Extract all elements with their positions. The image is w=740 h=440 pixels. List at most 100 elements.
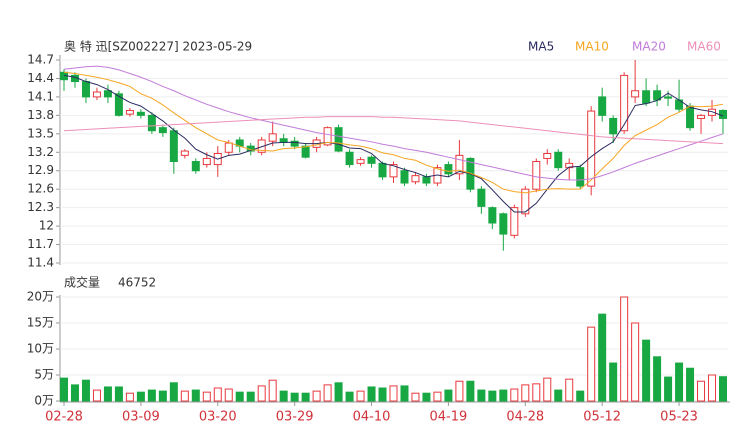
volume-bar: [70, 384, 79, 402]
y-tick-label: 14.4: [27, 71, 54, 85]
volume-bar: [268, 379, 277, 402]
y-tick-label: 12.6: [27, 182, 54, 196]
candle-body: [587, 110, 596, 187]
candle-body: [477, 188, 486, 207]
volume-title: 成交量: [64, 275, 100, 290]
candle-body: [422, 176, 431, 184]
candle-body: [686, 105, 695, 129]
volume-bar: [103, 386, 112, 402]
volume-bar: [136, 391, 145, 402]
legend-label: MA20: [632, 40, 666, 54]
x-tick-label: 04-10: [353, 410, 391, 425]
x-tick-label: 02-28: [45, 410, 83, 425]
volume-latest: 46752: [118, 276, 156, 290]
y-tick-label: 14.1: [27, 89, 54, 103]
volume-bar: [180, 390, 189, 402]
volume-bar: [367, 386, 376, 402]
candle-body: [268, 133, 277, 142]
candle-body: [631, 90, 640, 98]
volume-bar: [510, 388, 519, 402]
candle-body: [378, 162, 387, 178]
volume-bar: [664, 376, 673, 402]
volume-bar: [345, 391, 354, 402]
volume-bar: [653, 356, 662, 402]
volume-bar: [499, 389, 508, 402]
ma-line: [63, 74, 724, 213]
volume-bar: [191, 389, 200, 402]
volume-bar: [411, 392, 420, 402]
volume-bar: [279, 390, 288, 402]
ma-line: [63, 116, 724, 145]
volume-bar: [312, 390, 321, 402]
candle-body: [389, 164, 398, 178]
candle-body: [719, 109, 727, 119]
volume-bar: [169, 382, 178, 402]
volume-bar: [235, 391, 244, 402]
candle-body: [664, 96, 673, 99]
volume-bar: [708, 374, 717, 402]
legend-label: MA60: [687, 40, 721, 54]
candle-body: [202, 157, 211, 166]
y-tick-label: 15万: [27, 316, 54, 330]
candle-body: [400, 170, 409, 184]
candle-body: [620, 74, 629, 132]
candle-body: [290, 140, 299, 147]
ma-line: [63, 65, 724, 181]
volume-bar: [521, 384, 530, 402]
volume-bar: [378, 387, 387, 402]
volume-bar: [81, 379, 90, 402]
candle-body: [444, 164, 453, 175]
candle-body: [543, 153, 552, 159]
x-tick-label: 05-23: [660, 410, 698, 425]
y-tick-label: 11.7: [27, 237, 54, 251]
volume-bar: [422, 392, 431, 402]
volume-bar: [576, 390, 585, 402]
x-tick-label: 04-28: [506, 410, 544, 425]
candle-body: [510, 207, 519, 236]
volume-bar: [400, 385, 409, 402]
candle-body: [488, 207, 497, 224]
volume-bar: [323, 384, 332, 402]
candle-body: [114, 93, 123, 116]
volume-bar: [158, 390, 167, 402]
candle-body: [224, 142, 233, 153]
candle-body: [411, 175, 420, 183]
volume-bar: [444, 389, 453, 402]
y-tick-label: 13.2: [27, 145, 54, 159]
volume-bar: [543, 377, 552, 402]
candle-body: [81, 81, 90, 98]
volume-bar: [202, 391, 211, 402]
x-tick-label: 05-12: [583, 410, 621, 425]
volume-bar: [488, 390, 497, 402]
volume-bar: [224, 388, 233, 402]
x-tick-label: 03-09: [122, 410, 160, 425]
candle-body: [499, 213, 508, 235]
volume-bar: [257, 385, 266, 402]
volume-bar: [554, 389, 563, 402]
volume-bar: [620, 296, 629, 402]
volume-bar: [147, 389, 156, 402]
candle-body: [180, 150, 189, 156]
y-tick-label: 14.7: [27, 53, 54, 67]
volume-bar: [290, 392, 299, 402]
y-tick-label: 12.9: [27, 163, 54, 177]
y-tick-label: 12: [39, 219, 54, 233]
volume-bar: [477, 389, 486, 402]
candle-body: [576, 167, 585, 187]
y-tick-label: 13.5: [27, 126, 54, 140]
candle-body: [323, 127, 332, 146]
candle-body: [356, 159, 365, 164]
candle-body: [125, 109, 134, 115]
candle-body: [598, 96, 607, 116]
volume-bar: [301, 392, 310, 402]
volume-bar: [631, 322, 640, 402]
candle-body: [279, 138, 288, 143]
volume-bar: [642, 339, 651, 402]
x-tick-label: 03-29: [276, 410, 314, 425]
volume-bar: [609, 362, 618, 402]
y-tick-label: 10万: [27, 342, 54, 356]
volume-bar: [433, 391, 442, 402]
y-tick-label: 12.3: [27, 200, 54, 214]
